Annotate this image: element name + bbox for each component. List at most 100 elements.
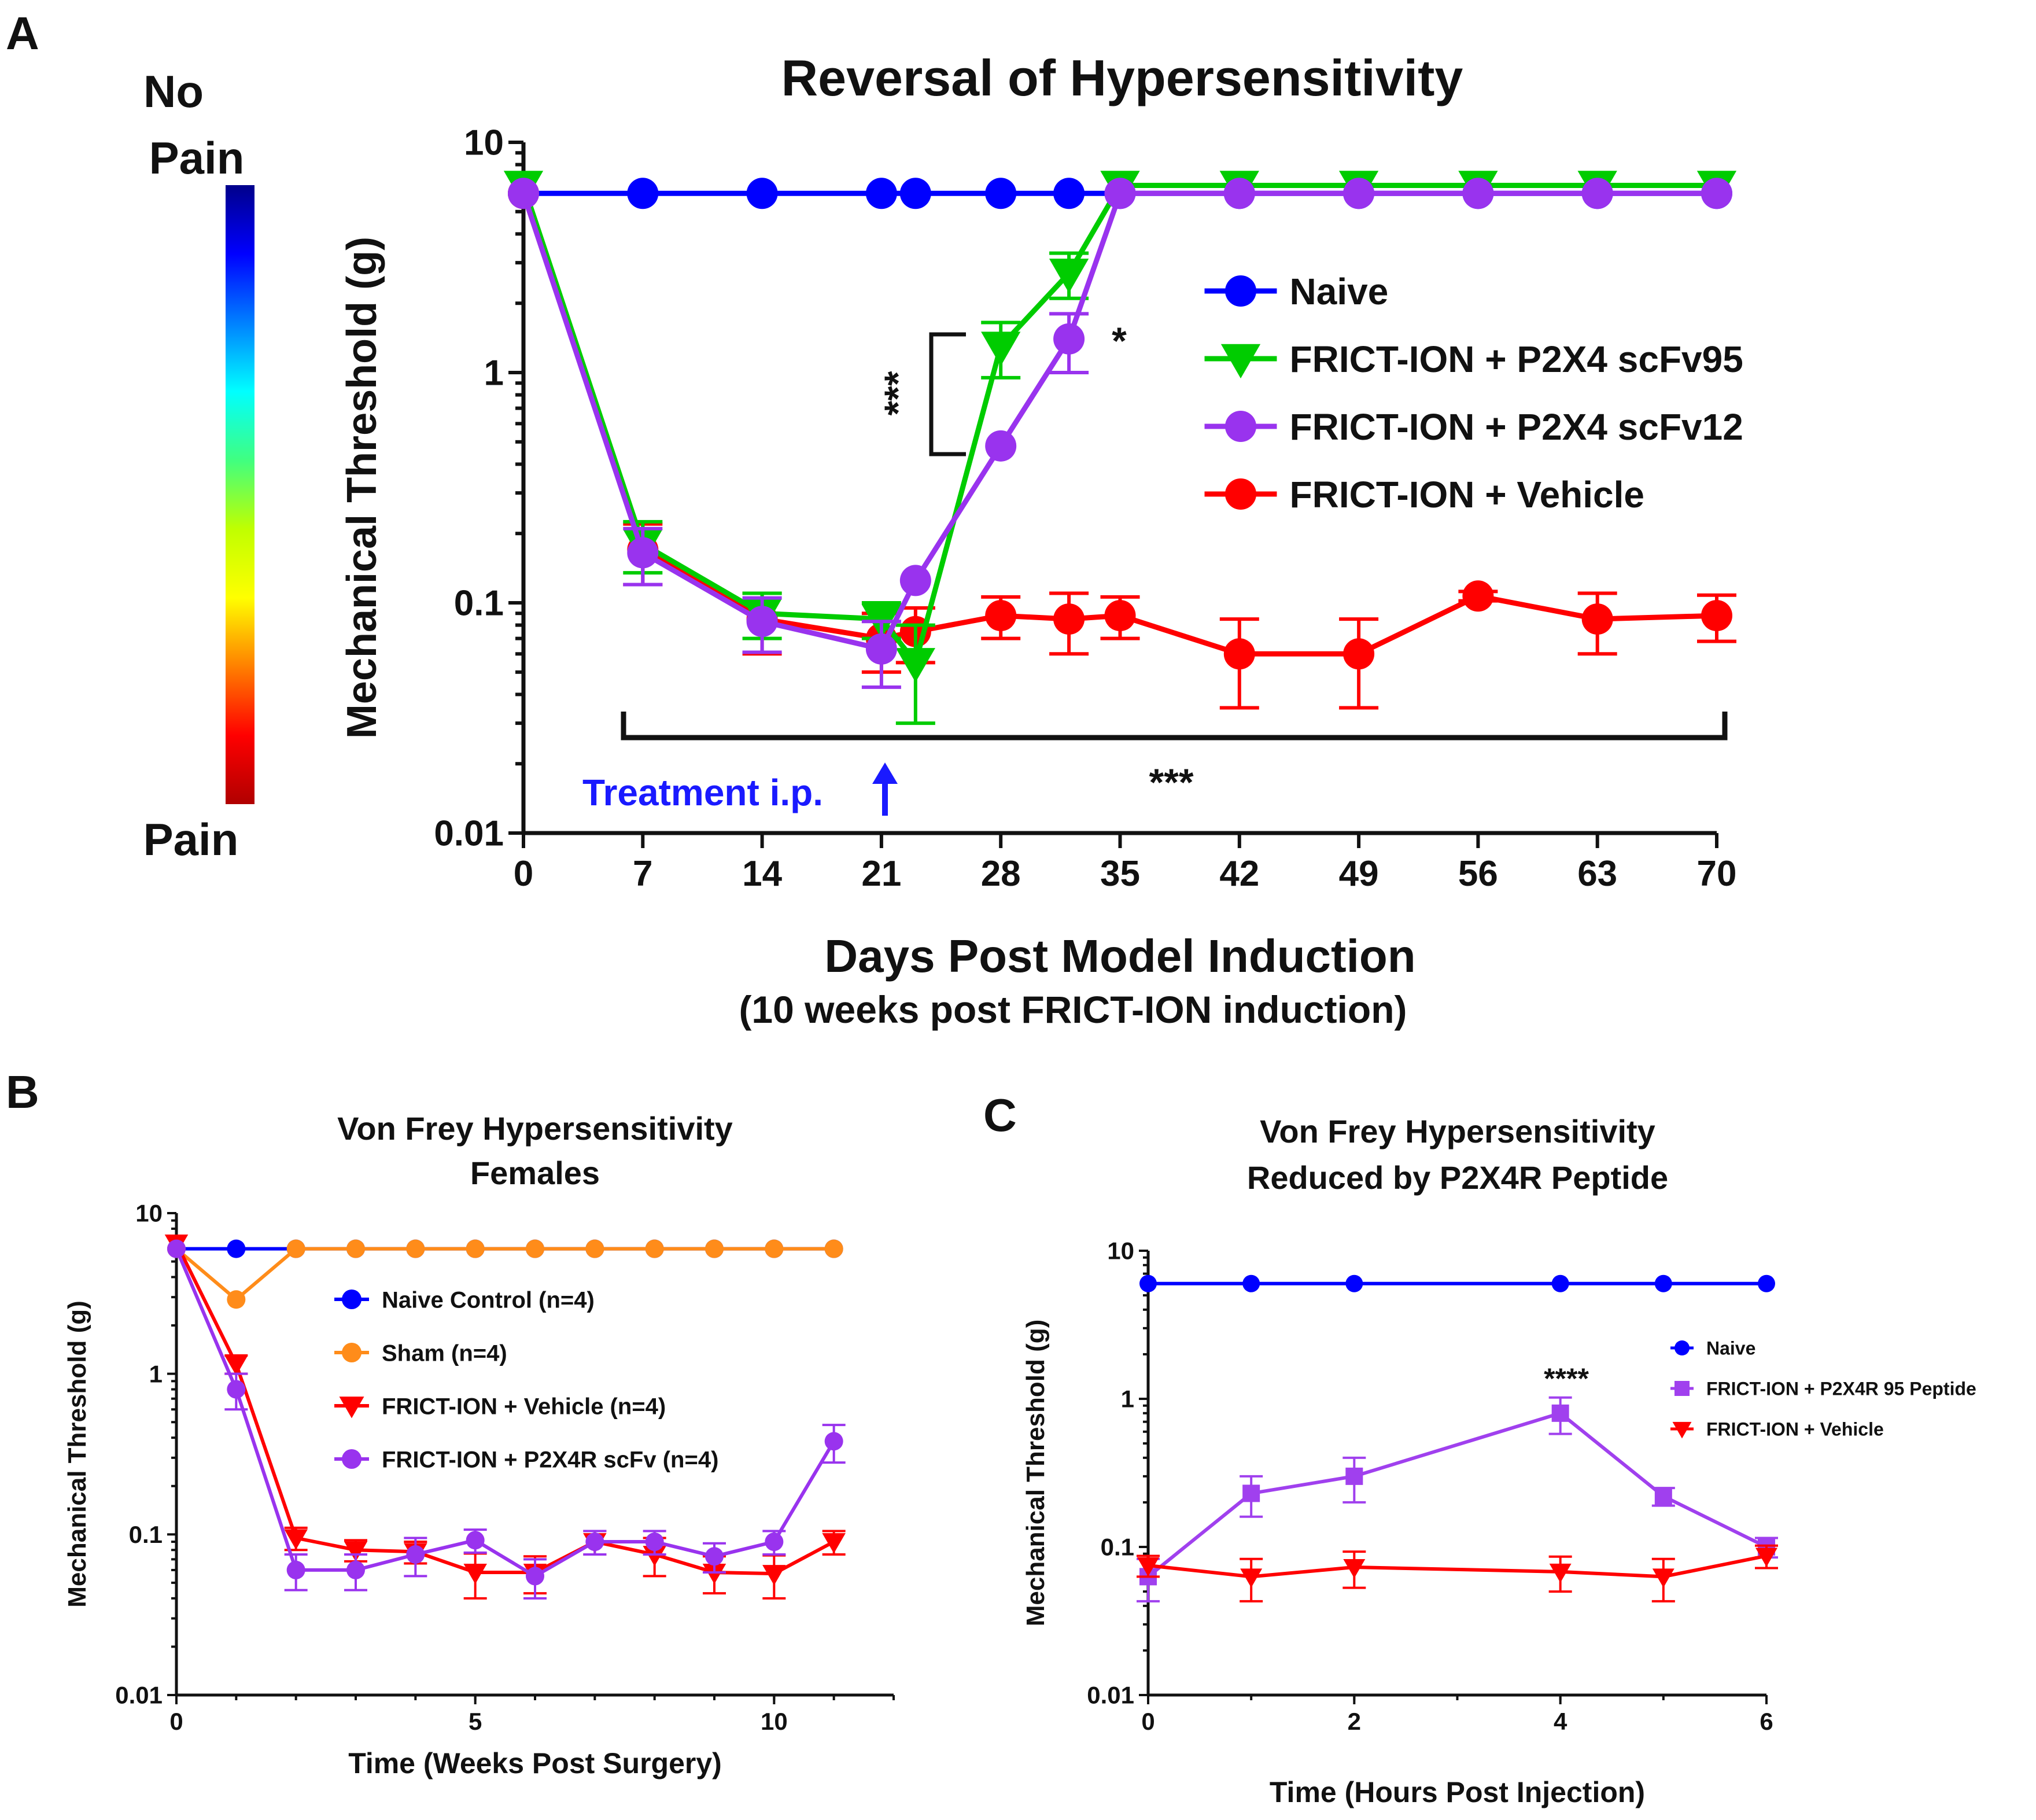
data-point xyxy=(702,1564,726,1585)
data-point xyxy=(1242,1484,1260,1502)
legend-marker xyxy=(1225,478,1256,510)
panel-letter-b: B xyxy=(6,1066,39,1118)
y-tick-label: 10 xyxy=(464,123,504,163)
x-tick-label: 42 xyxy=(1219,854,1259,894)
legend-marker xyxy=(1220,344,1261,379)
data-point xyxy=(1242,1274,1260,1292)
legend-marker xyxy=(1225,275,1256,307)
chart-title: Von Frey Hypersensitivity xyxy=(1260,1113,1655,1150)
treatment-arrow-head xyxy=(872,762,898,784)
colorbar-top-label-line2: Pain xyxy=(149,132,245,183)
data-point xyxy=(286,1560,305,1579)
data-point xyxy=(1053,178,1085,209)
data-point xyxy=(899,565,931,596)
data-point xyxy=(899,178,931,209)
data-point xyxy=(167,1239,186,1258)
data-point xyxy=(865,633,897,665)
data-point xyxy=(822,1533,846,1554)
y-tick-label: 0.01 xyxy=(115,1682,163,1709)
data-point xyxy=(985,178,1017,209)
series-frict-ion-p2x4r-scfv-n-4- xyxy=(167,1239,846,1600)
x-tick-label: 5 xyxy=(469,1708,482,1735)
colorbar-bottom-label: Pain xyxy=(143,814,239,865)
data-point xyxy=(985,600,1017,632)
data-point xyxy=(227,1290,246,1309)
x-tick-label: 28 xyxy=(981,854,1021,894)
data-point xyxy=(627,537,659,569)
y-tick-label: 0.1 xyxy=(129,1521,163,1548)
legend-marker xyxy=(342,1343,362,1362)
data-point xyxy=(765,1239,784,1258)
legend-marker xyxy=(342,1449,362,1469)
data-point xyxy=(762,1565,786,1586)
data-point xyxy=(286,1239,305,1258)
legend-label: Naive xyxy=(1290,271,1389,312)
x-tick-label: 4 xyxy=(1554,1708,1567,1735)
series-line xyxy=(1147,1411,1768,1578)
data-point xyxy=(824,1432,843,1451)
x-tick-label: 56 xyxy=(1458,854,1498,894)
data-point xyxy=(1345,1274,1363,1292)
data-point xyxy=(1654,1274,1672,1292)
data-point xyxy=(1345,1467,1363,1485)
data-point xyxy=(463,1564,487,1585)
data-point xyxy=(526,1567,544,1586)
x-tick-label: 6 xyxy=(1760,1708,1773,1735)
chart-title: Von Frey Hypersensitivity xyxy=(337,1110,733,1147)
legend-marker xyxy=(1674,1381,1690,1396)
legend-label: FRICT-ION + Vehicle (n=4) xyxy=(382,1394,666,1419)
data-point xyxy=(1758,1274,1775,1292)
data-point xyxy=(985,430,1017,462)
y-tick-label: 1 xyxy=(149,1360,163,1387)
data-point xyxy=(645,1239,664,1258)
colorbar-gradient xyxy=(226,185,254,804)
colorbar-top-label-line1: No xyxy=(143,66,204,117)
data-point xyxy=(1551,1404,1569,1422)
x-tick-label: 0 xyxy=(1141,1708,1155,1735)
x-tick-label: 0 xyxy=(514,854,533,894)
x-tick-label: 10 xyxy=(761,1708,788,1735)
treatment-label: Treatment i.p. xyxy=(582,772,823,813)
y-tick-label: 10 xyxy=(1107,1237,1134,1265)
data-point xyxy=(346,1560,365,1579)
data-point xyxy=(1701,600,1732,632)
x-axis-label: Time (Hours Post Injection) xyxy=(1270,1776,1645,1808)
series-line xyxy=(1148,1554,1767,1579)
data-point xyxy=(824,1239,843,1258)
x-axis-label: Days Post Model Induction xyxy=(824,930,1415,982)
x-tick-label: 14 xyxy=(742,854,782,894)
y-tick-label: 1 xyxy=(1121,1386,1134,1413)
x-axis-label: Time (Weeks Post Surgery) xyxy=(348,1747,722,1780)
data-point xyxy=(895,648,935,683)
data-point xyxy=(1462,178,1494,209)
significance-mark: * xyxy=(1112,319,1127,362)
y-tick-label: 0.1 xyxy=(454,584,504,624)
legend-label: Naive Control (n=4) xyxy=(382,1287,595,1313)
chart-subtitle: Reduced by P2X4R Peptide xyxy=(1247,1159,1668,1196)
legend-marker xyxy=(1225,411,1256,442)
x-tick-label: 7 xyxy=(633,854,652,894)
data-point xyxy=(981,331,1021,366)
data-point xyxy=(1581,603,1613,635)
y-axis-label: Mechanical Threshold (g) xyxy=(339,237,385,739)
data-point xyxy=(1343,178,1375,209)
y-axis-label: Mechanical Threshold (g) xyxy=(1021,1320,1050,1627)
data-point xyxy=(346,1239,365,1258)
data-point xyxy=(526,1239,544,1258)
x-tick-label: 21 xyxy=(861,854,901,894)
panel-letter-a: A xyxy=(6,8,39,59)
data-point xyxy=(585,1239,604,1258)
data-point xyxy=(1462,580,1494,612)
data-point xyxy=(627,178,659,209)
data-point xyxy=(1652,1568,1674,1588)
data-point xyxy=(1137,1557,1159,1576)
legend-marker xyxy=(342,1290,362,1309)
data-point xyxy=(227,1380,246,1399)
y-axis-label: Mechanical Threshold (g) xyxy=(63,1300,91,1608)
chart-title: Reversal of Hypersensitivity xyxy=(781,49,1463,106)
legend-label: Sham (n=4) xyxy=(382,1340,507,1366)
x-tick-label: 49 xyxy=(1339,854,1379,894)
significance-mark: *** xyxy=(1149,761,1193,804)
data-point xyxy=(1581,178,1613,209)
